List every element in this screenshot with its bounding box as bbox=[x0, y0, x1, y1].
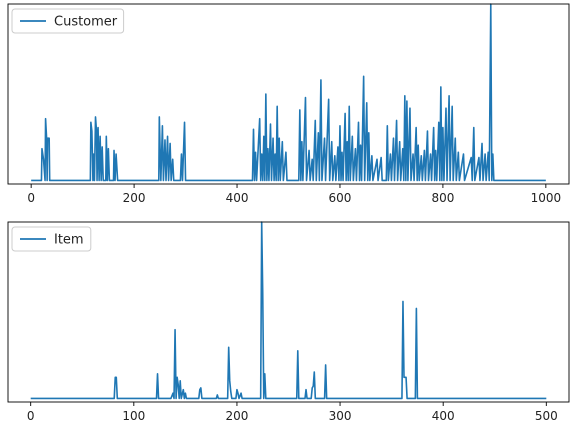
legend: Item bbox=[11, 226, 92, 252]
x-tick-label: 400 bbox=[226, 191, 249, 205]
x-tick-label: 600 bbox=[329, 191, 352, 205]
x-tick-label: 200 bbox=[123, 191, 146, 205]
item-chart: 0 100 200 300 400 500 Item bbox=[7, 221, 570, 423]
series-line-item bbox=[30, 221, 547, 400]
x-tick-label: 100 bbox=[122, 409, 145, 423]
legend-label: Customer bbox=[54, 15, 118, 30]
plot-frame bbox=[7, 221, 570, 403]
x-tick-label: 200 bbox=[225, 409, 248, 423]
x-tick-label: 500 bbox=[535, 409, 558, 423]
x-tick-label: 400 bbox=[432, 409, 455, 423]
series-line-customer bbox=[31, 3, 546, 182]
plot-frame bbox=[7, 3, 570, 185]
legend-label: Item bbox=[54, 233, 84, 248]
x-tick-label: 800 bbox=[431, 191, 454, 205]
x-tick-label: 1000 bbox=[531, 191, 562, 205]
customer-chart: 0 200 400 600 800 1000 Customer bbox=[7, 3, 570, 205]
x-tick-label: 300 bbox=[329, 409, 352, 423]
x-tick-label: 0 bbox=[27, 191, 35, 205]
legend-box bbox=[11, 226, 92, 252]
legend-box bbox=[11, 8, 125, 34]
x-tick-label: 0 bbox=[27, 409, 35, 423]
legend: Customer bbox=[11, 8, 125, 34]
